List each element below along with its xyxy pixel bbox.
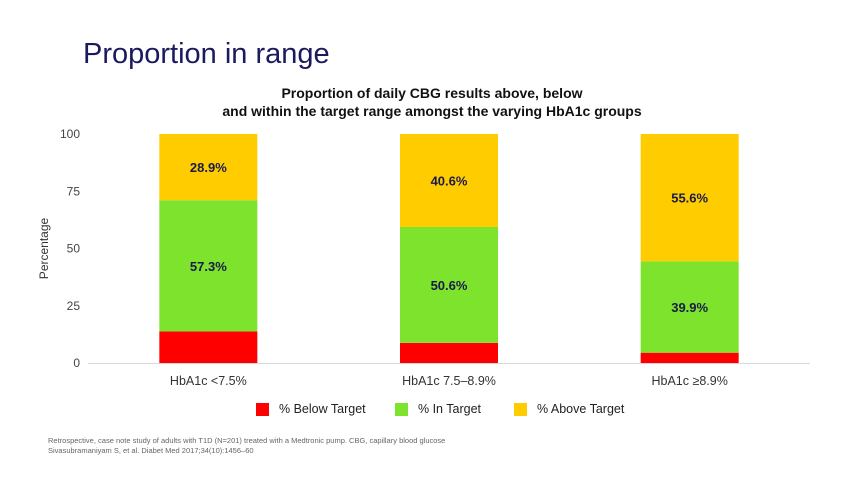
footnote: Retrospective, case note study of adults… — [48, 436, 445, 456]
data-label: 28.9% — [190, 160, 227, 175]
data-label: 55.6% — [671, 191, 708, 206]
stacked-bar-chart: 0 25 50 75 100 Percentage 57.3% 28.9% HbA1c <7.5… — [37, 127, 810, 388]
y-tick-label: 75 — [67, 184, 81, 198]
bar-segment — [159, 331, 258, 363]
data-label: 39.9% — [671, 300, 708, 315]
legend-item: % Above Target — [514, 400, 624, 418]
footnote-line-1: Retrospective, case note study of adults… — [48, 436, 446, 445]
y-tick-label: 50 — [67, 242, 81, 256]
waveform-logo-icon — [24, 34, 64, 80]
legend-swatch — [395, 402, 408, 416]
bar-segment — [400, 342, 498, 363]
legend-swatch — [256, 402, 269, 416]
legend-label: % Below Target — [279, 402, 366, 416]
chart-title: Proportion of daily CBG results above, b… — [0, 84, 864, 120]
bar-segment — [159, 134, 258, 201]
chart-legend: % Below Target % In Target % Above Target — [0, 400, 864, 418]
x-tick-label: HbA1c <7.5% — [170, 374, 247, 388]
bar-segment — [640, 352, 739, 363]
y-tick-label: 25 — [67, 299, 81, 313]
bar-segment — [400, 134, 498, 227]
bar-segment — [640, 134, 739, 262]
y-axis-label: Percentage — [37, 217, 51, 279]
legend-item: % Below Target — [256, 400, 366, 418]
slide-title: Proportion in range — [83, 38, 330, 70]
bar-segment — [640, 261, 739, 353]
legend-swatch — [514, 402, 527, 416]
x-tick-label: HbA1c ≥8.9% — [651, 374, 727, 388]
footnote-line-2: Sivasubramaniyam S, et al. Diabet Med 20… — [48, 446, 254, 455]
x-tick-label: HbA1c 7.5–8.9% — [402, 374, 496, 388]
data-label: 57.3% — [190, 259, 227, 274]
data-label: 50.6% — [431, 278, 468, 293]
bar-segment — [400, 226, 498, 343]
data-label: 40.6% — [431, 173, 468, 188]
y-tick-label: 0 — [73, 356, 80, 370]
y-tick-label: 100 — [60, 127, 80, 141]
chart-title-line-1: Proportion of daily CBG results above, b… — [281, 85, 583, 101]
legend-label: % In Target — [418, 402, 482, 416]
legend-label: % Above Target — [537, 402, 625, 416]
bar-segment — [159, 200, 258, 332]
legend-item: % In Target — [395, 400, 481, 418]
chart-title-line-2: and within the target range amongst the … — [222, 103, 642, 119]
